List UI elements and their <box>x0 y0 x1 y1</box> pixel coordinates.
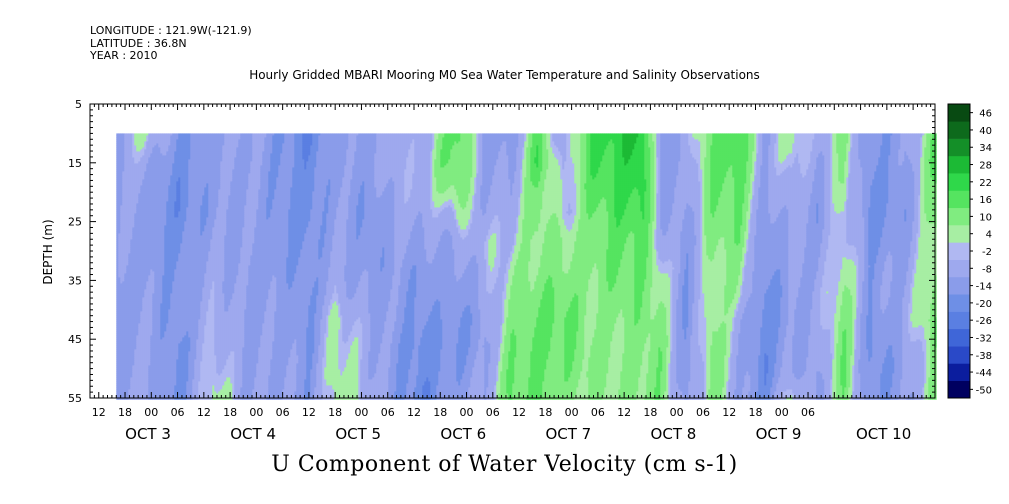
heatmap-field <box>116 133 936 399</box>
chart-canvas: 55453525155 12 18 00 06 12 18 00 06 12 18 00 06 12 18… <box>0 0 1009 504</box>
